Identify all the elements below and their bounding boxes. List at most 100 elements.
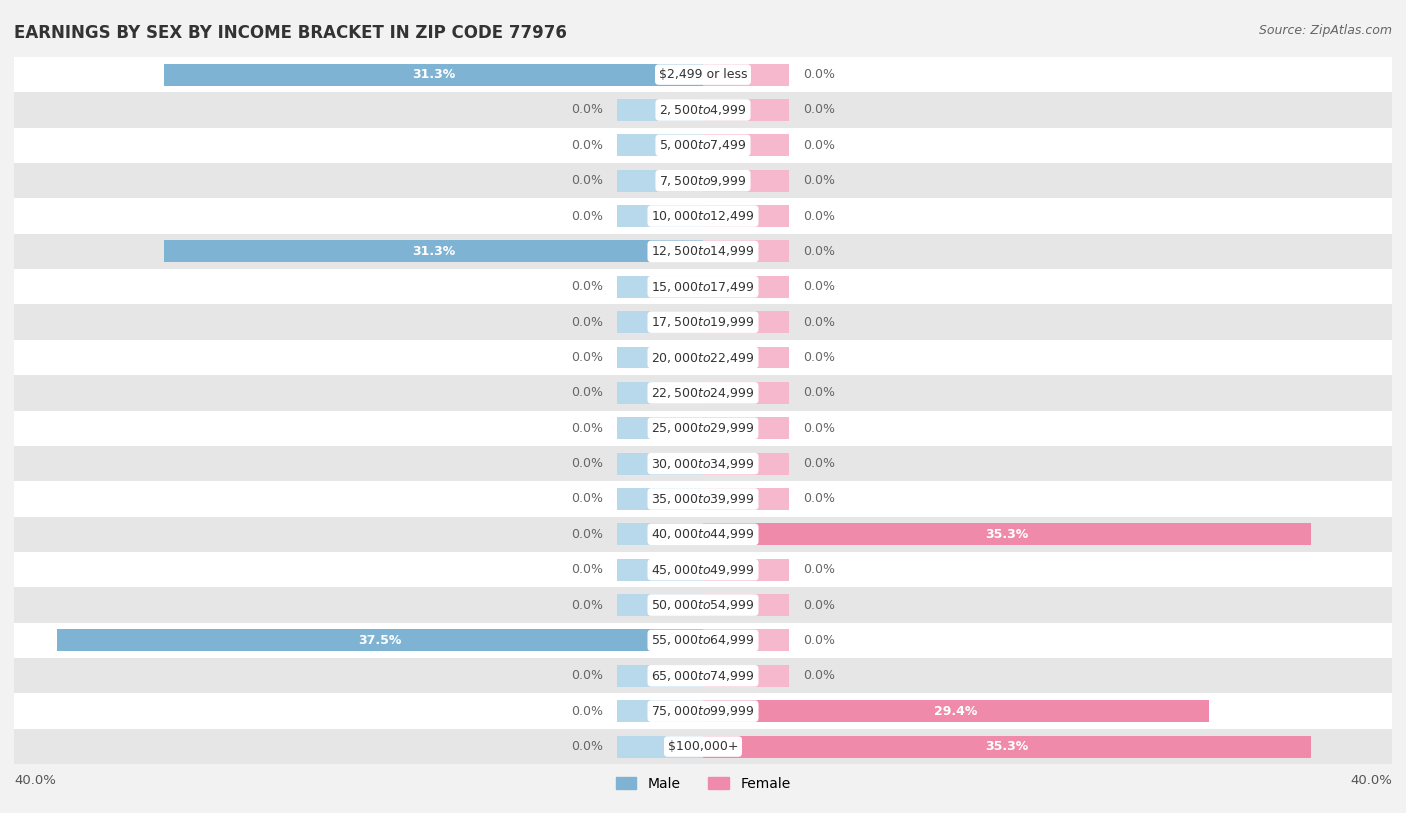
- Text: Source: ZipAtlas.com: Source: ZipAtlas.com: [1258, 24, 1392, 37]
- Bar: [14, 375, 1392, 411]
- Text: 0.0%: 0.0%: [571, 210, 603, 223]
- Text: $17,500 to $19,999: $17,500 to $19,999: [651, 315, 755, 329]
- Bar: [703, 241, 789, 263]
- Text: $22,500 to $24,999: $22,500 to $24,999: [651, 386, 755, 400]
- Bar: [617, 665, 703, 687]
- Text: 35.3%: 35.3%: [986, 528, 1029, 541]
- Text: 0.0%: 0.0%: [571, 669, 603, 682]
- Text: 0.0%: 0.0%: [571, 563, 603, 576]
- Text: 29.4%: 29.4%: [935, 705, 977, 718]
- Text: 0.0%: 0.0%: [803, 210, 835, 223]
- Text: 0.0%: 0.0%: [803, 245, 835, 258]
- Text: 0.0%: 0.0%: [571, 139, 603, 152]
- Bar: [617, 134, 703, 156]
- Bar: [703, 205, 789, 227]
- Bar: [617, 382, 703, 404]
- Text: 40.0%: 40.0%: [1350, 774, 1392, 787]
- Bar: [14, 198, 1392, 233]
- Text: 0.0%: 0.0%: [571, 351, 603, 364]
- Text: 0.0%: 0.0%: [571, 174, 603, 187]
- Text: 31.3%: 31.3%: [412, 68, 456, 81]
- Text: 40.0%: 40.0%: [14, 774, 56, 787]
- Text: 0.0%: 0.0%: [803, 563, 835, 576]
- Bar: [703, 170, 789, 192]
- Text: 0.0%: 0.0%: [803, 68, 835, 81]
- Bar: [14, 340, 1392, 375]
- Text: 0.0%: 0.0%: [571, 493, 603, 506]
- Text: 0.0%: 0.0%: [803, 669, 835, 682]
- Bar: [703, 276, 789, 298]
- Bar: [14, 92, 1392, 128]
- Bar: [617, 488, 703, 510]
- Text: $7,500 to $9,999: $7,500 to $9,999: [659, 174, 747, 188]
- Bar: [14, 729, 1392, 764]
- Text: 0.0%: 0.0%: [803, 351, 835, 364]
- Text: 0.0%: 0.0%: [571, 386, 603, 399]
- Bar: [14, 446, 1392, 481]
- Text: 0.0%: 0.0%: [803, 174, 835, 187]
- Text: 0.0%: 0.0%: [571, 103, 603, 116]
- Text: $35,000 to $39,999: $35,000 to $39,999: [651, 492, 755, 506]
- Bar: [617, 524, 703, 546]
- Text: $2,499 or less: $2,499 or less: [659, 68, 747, 81]
- Bar: [14, 693, 1392, 729]
- Bar: [14, 304, 1392, 340]
- Bar: [617, 99, 703, 121]
- Bar: [703, 665, 789, 687]
- Bar: [703, 311, 789, 333]
- Bar: [703, 99, 789, 121]
- Bar: [703, 417, 789, 439]
- Text: 0.0%: 0.0%: [571, 315, 603, 328]
- Bar: [14, 481, 1392, 517]
- Bar: [703, 382, 789, 404]
- Bar: [617, 170, 703, 192]
- Text: EARNINGS BY SEX BY INCOME BRACKET IN ZIP CODE 77976: EARNINGS BY SEX BY INCOME BRACKET IN ZIP…: [14, 24, 567, 42]
- Bar: [703, 594, 789, 616]
- Bar: [617, 276, 703, 298]
- Text: $100,000+: $100,000+: [668, 740, 738, 753]
- Text: 35.3%: 35.3%: [986, 740, 1029, 753]
- Text: 0.0%: 0.0%: [571, 598, 603, 611]
- Text: $40,000 to $44,999: $40,000 to $44,999: [651, 528, 755, 541]
- Text: 0.0%: 0.0%: [803, 315, 835, 328]
- Bar: [703, 524, 1310, 546]
- Text: 0.0%: 0.0%: [571, 280, 603, 293]
- Bar: [14, 587, 1392, 623]
- Bar: [14, 57, 1392, 92]
- Bar: [14, 269, 1392, 304]
- Bar: [14, 659, 1392, 693]
- Text: 0.0%: 0.0%: [803, 457, 835, 470]
- Text: 0.0%: 0.0%: [803, 598, 835, 611]
- Text: 0.0%: 0.0%: [803, 139, 835, 152]
- Text: 37.5%: 37.5%: [359, 634, 402, 647]
- Text: 0.0%: 0.0%: [803, 103, 835, 116]
- Bar: [703, 559, 789, 580]
- Text: 31.3%: 31.3%: [412, 245, 456, 258]
- Text: $30,000 to $34,999: $30,000 to $34,999: [651, 457, 755, 471]
- Text: $55,000 to $64,999: $55,000 to $64,999: [651, 633, 755, 647]
- Bar: [617, 346, 703, 368]
- Bar: [617, 205, 703, 227]
- Bar: [58, 629, 703, 651]
- Bar: [617, 311, 703, 333]
- Bar: [617, 453, 703, 475]
- Text: 0.0%: 0.0%: [571, 457, 603, 470]
- Bar: [14, 411, 1392, 446]
- Bar: [703, 629, 789, 651]
- Text: 0.0%: 0.0%: [803, 493, 835, 506]
- Text: 0.0%: 0.0%: [803, 386, 835, 399]
- Bar: [617, 559, 703, 580]
- Text: $65,000 to $74,999: $65,000 to $74,999: [651, 669, 755, 683]
- Text: 0.0%: 0.0%: [803, 280, 835, 293]
- Bar: [703, 488, 789, 510]
- Text: $20,000 to $22,499: $20,000 to $22,499: [651, 350, 755, 364]
- Bar: [14, 552, 1392, 587]
- Bar: [703, 700, 1209, 722]
- Bar: [14, 128, 1392, 163]
- Bar: [703, 63, 789, 85]
- Bar: [703, 453, 789, 475]
- Bar: [165, 241, 703, 263]
- Bar: [14, 517, 1392, 552]
- Text: $5,000 to $7,499: $5,000 to $7,499: [659, 138, 747, 152]
- Bar: [617, 736, 703, 758]
